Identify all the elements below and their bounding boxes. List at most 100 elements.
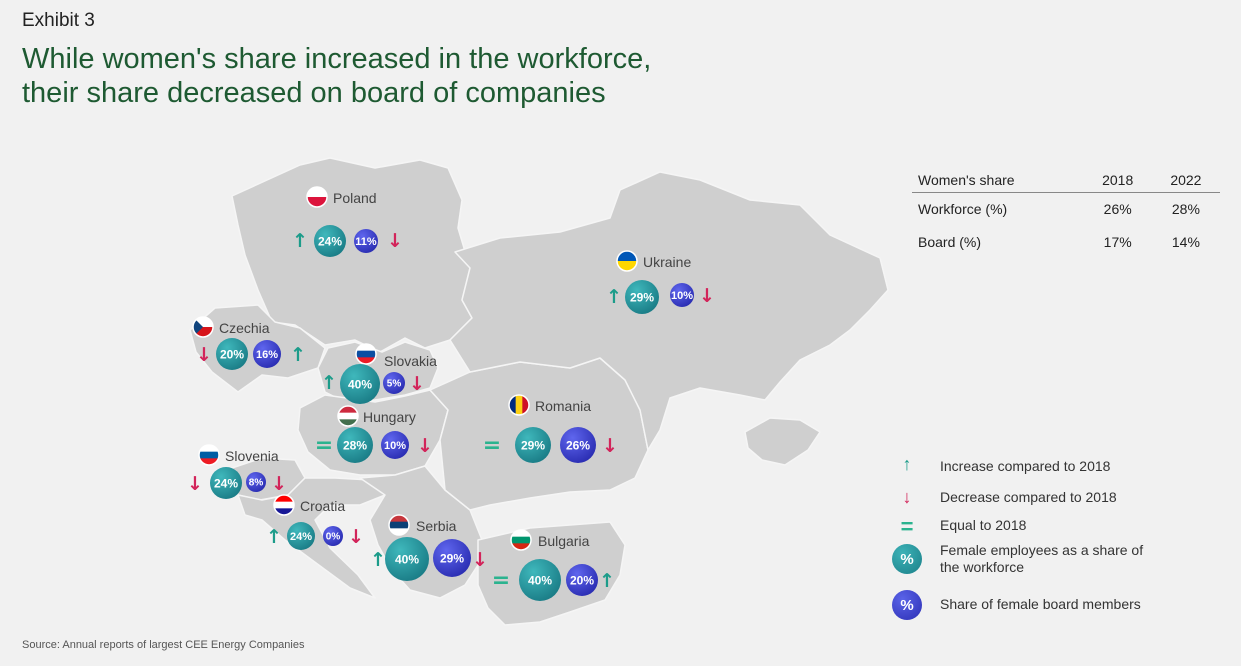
country-label: Romania	[535, 398, 591, 414]
arrow-up-icon: ↑	[902, 454, 912, 474]
arrow-down-icon: ↓	[902, 487, 912, 507]
page-title: While women's share increased in the wor…	[22, 42, 651, 110]
croatia-flag-icon	[273, 494, 295, 516]
arrow-down-icon: ↓	[187, 473, 203, 495]
source-note: Source: Annual reports of largest CEE En…	[22, 639, 305, 651]
board-circle	[670, 283, 694, 307]
exhibit-label: Exhibit 3	[22, 10, 95, 31]
legend-decrease-label: Decrease compared to 2018	[940, 489, 1117, 505]
country-marker-romania: Romania = 29% 26% ↓	[483, 394, 618, 463]
country-label: Ukraine	[643, 254, 691, 270]
board-value: 26%	[566, 438, 590, 452]
summary-value-2022: 14%	[1171, 234, 1200, 250]
ukraine-flag-icon	[616, 250, 638, 272]
country-marker-serbia: Serbia ↑ 40% 29% ↓	[370, 514, 488, 581]
equal-icon: =	[315, 433, 333, 458]
legend-equal-label: Equal to 2018	[940, 517, 1027, 533]
workforce-circle	[314, 225, 346, 257]
workforce-circle	[210, 467, 242, 499]
romania-flag-icon	[508, 394, 530, 416]
country-label: Poland	[333, 190, 377, 206]
country-label: Bulgaria	[538, 533, 590, 549]
country-marker-bulgaria: Bulgaria = 40% 20% ↑	[492, 529, 615, 601]
summary-header-2022: 2022	[1151, 170, 1220, 193]
board-value: 16%	[256, 349, 278, 361]
arrow-down-icon: ↓	[348, 526, 364, 548]
title-line-2: their share decreased on board of compan…	[22, 77, 606, 109]
arrow-up-icon: ↑	[370, 549, 386, 571]
workforce-value: 29%	[630, 290, 654, 304]
board-value: 10%	[384, 440, 406, 452]
workforce-value: 29%	[521, 438, 545, 452]
country-marker-slovenia: Slovenia ↓ 24% 8% ↓	[187, 444, 287, 499]
country-label: Hungary	[363, 409, 416, 425]
workforce-circle-icon: %	[892, 544, 922, 574]
board-value: 29%	[440, 551, 464, 565]
workforce-circle	[216, 338, 248, 370]
arrow-up-icon: ↑	[599, 570, 615, 592]
country-label: Croatia	[300, 498, 345, 514]
summary-header-row: Women's share 2018 2022	[912, 170, 1220, 193]
summary-row-label: Board (%)	[918, 234, 982, 250]
summary-header-2018: 2018	[1083, 170, 1152, 193]
arrow-up-icon: ↑	[292, 230, 308, 252]
board-circle	[253, 340, 281, 368]
czechia-flag-icon	[192, 316, 214, 338]
country-label: Czechia	[219, 320, 270, 336]
hungary-shape	[297, 389, 449, 476]
country-marker-hungary: Hungary = 28% 10% ↓	[315, 405, 433, 463]
equal-icon: =	[900, 514, 914, 539]
title-line-1: While women's share increased in the wor…	[22, 43, 652, 75]
summary-header-label: Women's share	[912, 170, 1084, 193]
country-marker-croatia: Croatia ↑ 24% 0% ↓	[266, 494, 364, 550]
board-circle	[560, 427, 596, 463]
arrow-down-icon: ↓	[271, 473, 287, 495]
legend-workforce-line-1: Female employees as a share of	[940, 542, 1144, 558]
ukraine-shape	[449, 171, 889, 451]
arrow-down-icon: ↓	[417, 435, 433, 457]
board-circle	[566, 564, 598, 596]
summary-row-label: Workforce (%)	[918, 201, 1008, 217]
slovenia-flag-icon	[198, 444, 220, 466]
workforce-circle	[337, 427, 373, 463]
workforce-circle	[385, 537, 429, 581]
board-value: 0%	[326, 532, 341, 543]
bulgaria-flag-icon	[510, 529, 532, 551]
workforce-circle	[287, 522, 315, 550]
country-label: Slovakia	[384, 353, 437, 369]
board-value: 5%	[387, 379, 402, 390]
arrow-down-icon: ↓	[409, 373, 425, 395]
arrow-down-icon: ↓	[472, 549, 488, 571]
arrow-up-icon: ↑	[290, 344, 306, 366]
workforce-value: 28%	[343, 438, 367, 452]
slovakia-flag-icon	[355, 343, 377, 365]
equal-icon: =	[492, 568, 510, 593]
workforce-value: 24%	[214, 476, 238, 490]
legend-increase-label: Increase compared to 2018	[940, 458, 1111, 474]
workforce-value: 24%	[318, 234, 342, 248]
board-value: 11%	[355, 236, 377, 248]
workforce-value: 20%	[220, 347, 244, 361]
workforce-circle	[625, 280, 659, 314]
summary-value-2022: 28%	[1171, 201, 1200, 217]
board-circle	[323, 526, 343, 546]
arrow-up-icon: ↑	[266, 526, 282, 548]
country-shapes	[189, 157, 889, 626]
poland-flag-icon	[306, 186, 328, 208]
country-markers: Poland ↑ 24% 11% ↓ Ukraine ↑ 29% 10% ↓ Czechia ↓ 20%…	[187, 186, 715, 601]
arrow-down-icon: ↓	[387, 230, 403, 252]
arrow-down-icon: ↓	[196, 344, 212, 366]
board-circle	[381, 431, 409, 459]
summary-row: Workforce (%) 26% 28%	[912, 193, 1220, 227]
board-value: 20%	[570, 573, 594, 587]
country-marker-slovakia: Slovakia ↑ 40% 5% ↓	[321, 343, 437, 404]
arrow-up-icon: ↑	[321, 372, 337, 394]
country-marker-poland: Poland ↑ 24% 11% ↓	[292, 186, 403, 257]
arrow-down-icon: ↓	[602, 435, 618, 457]
board-circle	[354, 229, 378, 253]
summary-value-2018: 17%	[1103, 234, 1132, 250]
country-label: Slovenia	[225, 448, 279, 464]
board-circle	[383, 372, 405, 394]
board-circle-icon: %	[892, 590, 922, 620]
